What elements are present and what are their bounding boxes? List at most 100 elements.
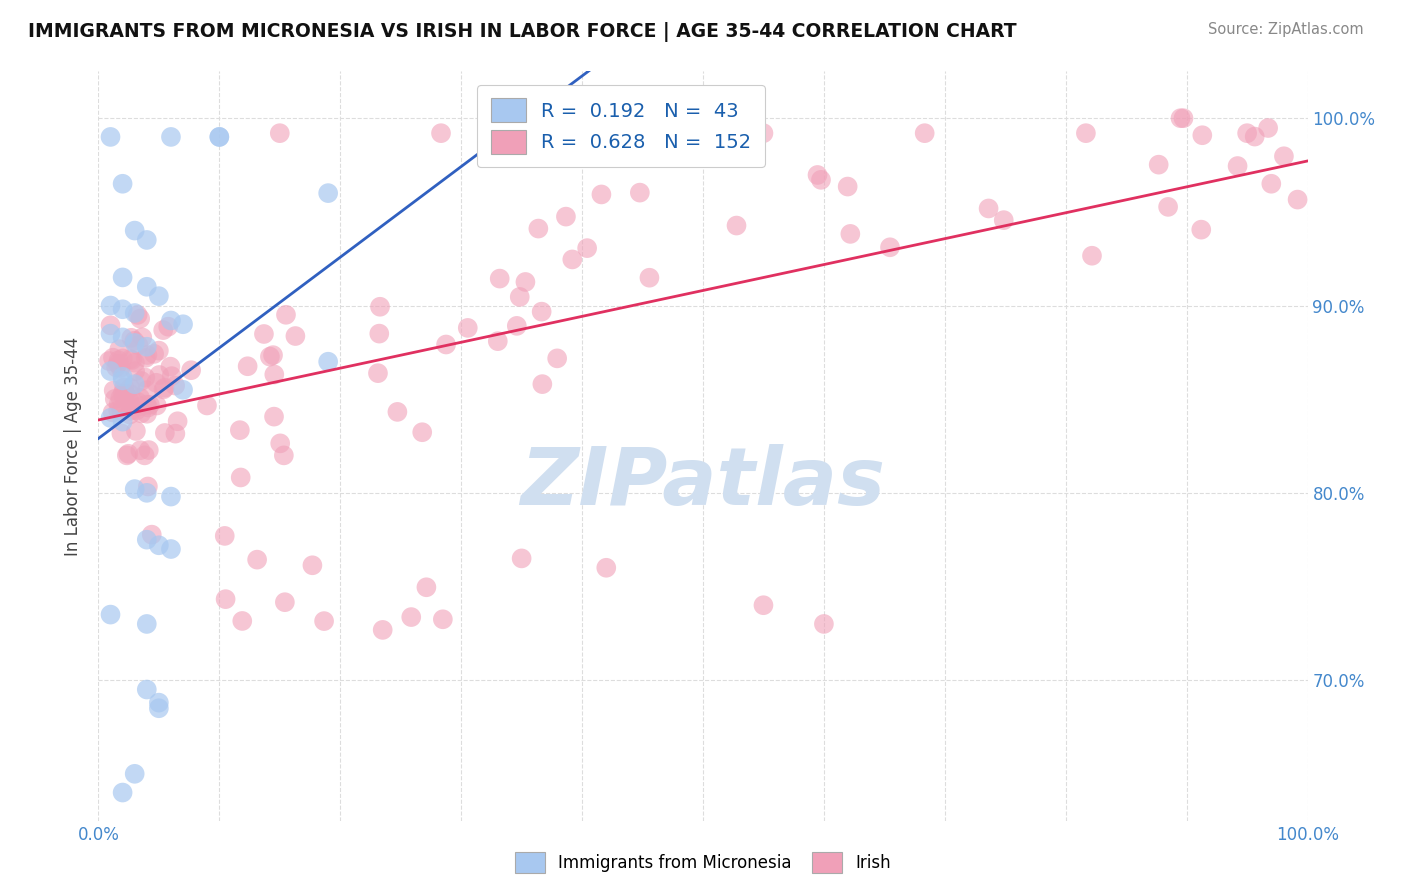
Point (134, 449, 156, 463)
Point (148, 701, 170, 715)
Point (115, 449, 138, 463)
Point (810, 173, 832, 187)
Point (591, 187, 613, 202)
Point (124, 377, 146, 392)
Point (114, 386, 136, 401)
Point (506, 318, 529, 333)
Point (120, 387, 142, 401)
Point (127, 338, 149, 352)
Point (127, 394, 149, 409)
Point (124, 334, 146, 348)
Point (111, 415, 134, 429)
Point (229, 470, 252, 484)
Point (135, 682, 157, 697)
Point (135, 533, 157, 547)
Point (129, 443, 152, 458)
Point (411, 425, 433, 440)
Point (172, 383, 194, 397)
Point (752, 599, 775, 613)
Point (591, 126, 613, 140)
Text: IMMIGRANTS FROM MICRONESIA VS IRISH IN LABOR FORCE | AGE 35-44 CORRELATION CHART: IMMIGRANTS FROM MICRONESIA VS IRISH IN L… (28, 22, 1017, 42)
Point (139, 398, 162, 412)
Point (136, 479, 159, 493)
Point (118, 393, 141, 408)
Point (312, 614, 335, 628)
Point (284, 329, 307, 343)
Point (136, 407, 159, 421)
Point (236, 359, 259, 374)
Point (125, 424, 148, 438)
Point (509, 290, 531, 304)
Point (138, 443, 160, 458)
Point (387, 405, 409, 419)
Point (274, 308, 297, 322)
Point (510, 551, 533, 566)
Point (100, 364, 122, 378)
Point (124, 306, 146, 320)
Point (576, 241, 599, 255)
Point (98, 354, 121, 368)
Point (148, 538, 170, 552)
Point (214, 592, 236, 607)
Point (1081, 249, 1104, 263)
Point (246, 552, 269, 566)
Point (148, 289, 170, 303)
Point (195, 399, 218, 413)
Point (100, 318, 122, 333)
Point (120, 381, 142, 395)
Point (112, 380, 135, 394)
Point (153, 381, 176, 395)
Point (105, 360, 128, 375)
Point (135, 617, 157, 632)
Point (135, 340, 157, 354)
Point (399, 610, 422, 624)
Point (263, 368, 285, 382)
Point (143, 347, 166, 361)
Point (208, 130, 231, 145)
Point (121, 353, 143, 368)
Point (1243, 129, 1265, 144)
Point (112, 390, 135, 404)
Point (131, 330, 153, 344)
Point (752, 126, 775, 140)
Point (628, 186, 651, 200)
Point (100, 326, 122, 341)
Point (120, 331, 142, 345)
Point (100, 130, 122, 145)
Point (160, 542, 183, 557)
Point (124, 482, 146, 496)
Point (111, 177, 134, 191)
Point (434, 337, 457, 351)
Point (457, 321, 479, 335)
Point (1074, 126, 1097, 140)
Point (269, 126, 291, 140)
Point (100, 607, 122, 622)
Point (117, 447, 139, 461)
Point (561, 252, 583, 267)
Point (555, 210, 578, 224)
Point (104, 392, 127, 406)
Point (1147, 158, 1170, 172)
Point (839, 227, 862, 241)
Point (638, 270, 661, 285)
Point (253, 326, 276, 341)
Point (111, 786, 134, 800)
Point (108, 342, 131, 356)
Point (488, 271, 510, 285)
Point (515, 275, 537, 289)
Point (129, 399, 152, 413)
Point (1260, 177, 1282, 191)
Text: Source: ZipAtlas.com: Source: ZipAtlas.com (1208, 22, 1364, 37)
Point (977, 202, 1000, 216)
Point (148, 343, 170, 358)
Point (129, 311, 152, 326)
Point (135, 233, 157, 247)
Point (160, 130, 183, 145)
Point (100, 410, 122, 425)
Point (127, 308, 149, 322)
Legend: R =  0.192   N =  43, R =  0.628   N =  152: R = 0.192 N = 43, R = 0.628 N = 152 (477, 85, 765, 168)
Point (146, 399, 169, 413)
Point (148, 696, 170, 710)
Point (1173, 112, 1195, 126)
Point (153, 425, 176, 440)
